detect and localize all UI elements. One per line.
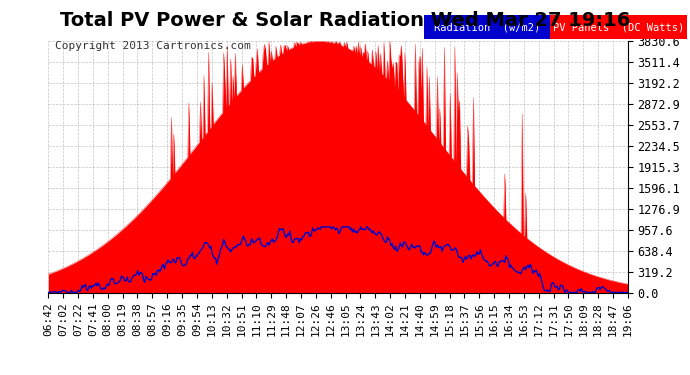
Text: Copyright 2013 Cartronics.com: Copyright 2013 Cartronics.com: [55, 41, 251, 51]
FancyBboxPatch shape: [424, 15, 550, 39]
Text: PV Panels  (DC Watts): PV Panels (DC Watts): [553, 22, 684, 32]
FancyBboxPatch shape: [550, 15, 687, 39]
Text: Total PV Power & Solar Radiation Wed Mar 27 19:16: Total PV Power & Solar Radiation Wed Mar…: [60, 11, 630, 30]
Text: Radiation  (w/m2): Radiation (w/m2): [434, 22, 540, 32]
